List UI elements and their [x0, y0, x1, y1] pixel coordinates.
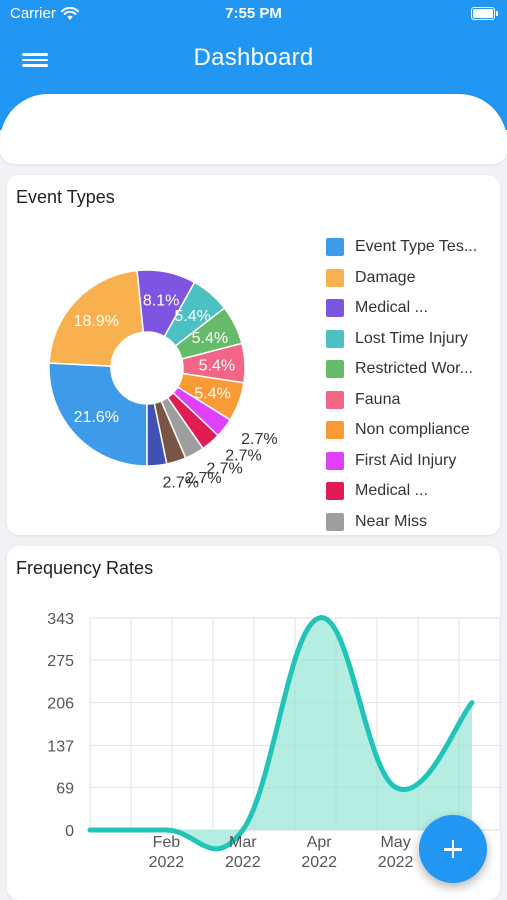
hamburger-menu-icon[interactable]	[22, 50, 48, 70]
legend-item-2: Medical ...	[326, 293, 496, 324]
legend-swatch	[326, 512, 344, 531]
legend-label: First Aid Injury	[355, 451, 457, 469]
x-tick-year-3: 2022	[378, 854, 414, 871]
page-title: Dashboard	[193, 44, 314, 71]
pie-slice-label-2: 8.1%	[143, 292, 179, 309]
frequency-rates-area-chart: 0 69 137 206 275 343 Feb 2022 Mar 2022 Apr 2022 May 2…	[47, 611, 500, 871]
pie-slice-label-4: 5.4%	[192, 330, 228, 347]
legend-swatch	[326, 451, 344, 470]
pie-slice-label-5: 5.4%	[199, 357, 235, 374]
legend-swatch	[326, 299, 344, 318]
pie-slice-1	[48, 269, 145, 367]
status-time: 7:55 PM	[225, 5, 282, 22]
x-tick-month-3: May	[380, 834, 410, 851]
pie-slice-label-0: 21.6%	[74, 409, 119, 426]
legend-item-0: Event Type Tes...	[326, 232, 496, 263]
pie-slice-label-3: 5.4%	[174, 308, 210, 325]
legend-label: Near Miss	[355, 512, 428, 530]
legend-label: Non compliance	[355, 421, 470, 439]
y-tick-label-4: 275	[47, 653, 74, 670]
pie-slice-0	[48, 362, 148, 467]
frequency-rates-title: Frequency Rates	[16, 558, 154, 578]
legend-label: Restricted Wor...	[355, 360, 473, 378]
pie-slice-label-1: 18.9%	[74, 313, 119, 330]
add-event-button[interactable]	[419, 815, 487, 883]
event-types-legend: Event Type Tes... Damage Medical ... Lost T…	[326, 232, 496, 537]
pie-slice-label-11: 2.7%	[163, 474, 199, 491]
pie-slice-label-7: 2.7%	[241, 431, 277, 448]
legend-item-5: Fauna	[326, 385, 496, 416]
legend-label: Fauna	[355, 390, 401, 408]
legend-item-1: Damage	[326, 263, 496, 294]
series-line	[87, 615, 475, 852]
pie-slice-label-10: 2.7%	[185, 470, 221, 487]
pie-slice-label-9: 2.7%	[206, 461, 242, 478]
legend-item-9: Near Miss	[326, 507, 496, 538]
carrier-info: Carrier	[10, 5, 79, 22]
y-tick-label-3: 206	[47, 696, 74, 713]
pie-slice-11	[146, 402, 168, 467]
x-tick-month-0: Feb	[153, 834, 181, 851]
legend-item-3: Lost Time Injury	[326, 324, 496, 355]
legend-swatch	[326, 421, 344, 440]
summary-card	[0, 94, 507, 164]
legend-swatch	[326, 238, 344, 257]
pie-slice-label-6: 5.4%	[194, 385, 230, 402]
wifi-icon	[60, 6, 79, 20]
x-tick-year-1: 2022	[225, 854, 261, 871]
x-tick-year-0: 2022	[149, 854, 185, 871]
x-tick-month-2: Apr	[307, 834, 333, 851]
legend-item-4: Restricted Wor...	[326, 354, 496, 385]
legend-label: Event Type Tes...	[355, 238, 478, 256]
legend-swatch	[326, 390, 344, 409]
legend-swatch	[326, 268, 344, 287]
legend-label: Medical ...	[355, 482, 428, 500]
y-tick-label-2: 137	[47, 738, 74, 755]
y-tick-label-1: 69	[56, 780, 74, 797]
legend-item-6: Non compliance	[326, 415, 496, 446]
legend-swatch	[326, 482, 344, 501]
y-tick-label-5: 343	[47, 611, 74, 628]
x-tick-month-1: Mar	[229, 834, 257, 851]
status-bar: Carrier 7:55 PM	[0, 0, 507, 30]
legend-item-8: Medical ...	[326, 476, 496, 507]
legend-label: Medical ...	[355, 299, 428, 317]
legend-item-7: First Aid Injury	[326, 446, 496, 477]
x-tick-year-2: 2022	[301, 854, 337, 871]
legend-label: Lost Time Injury	[355, 329, 468, 347]
series-area	[90, 617, 472, 849]
pie-slice-label-8: 2.7%	[225, 447, 261, 464]
event-types-title: Event Types	[16, 187, 115, 207]
frequency-rates-card: Frequency Rates 0 69 137 206 275 343 Feb 2022 Ma…	[7, 546, 500, 900]
legend-swatch	[326, 360, 344, 379]
legend-swatch	[326, 329, 344, 348]
y-tick-label-0: 0	[65, 823, 74, 840]
carrier-label: Carrier	[10, 5, 56, 22]
legend-label: Damage	[355, 268, 416, 286]
battery-icon	[471, 7, 498, 20]
event-types-card: Event Types 21.6% 18.9% 8.1% 5.4% 5.4% 5.4% 5.…	[7, 175, 500, 535]
event-types-donut-chart: 21.6%18.9%8.1%5.4%5.4%5.4%5.4%2.7%2.7%2.…	[48, 269, 278, 491]
